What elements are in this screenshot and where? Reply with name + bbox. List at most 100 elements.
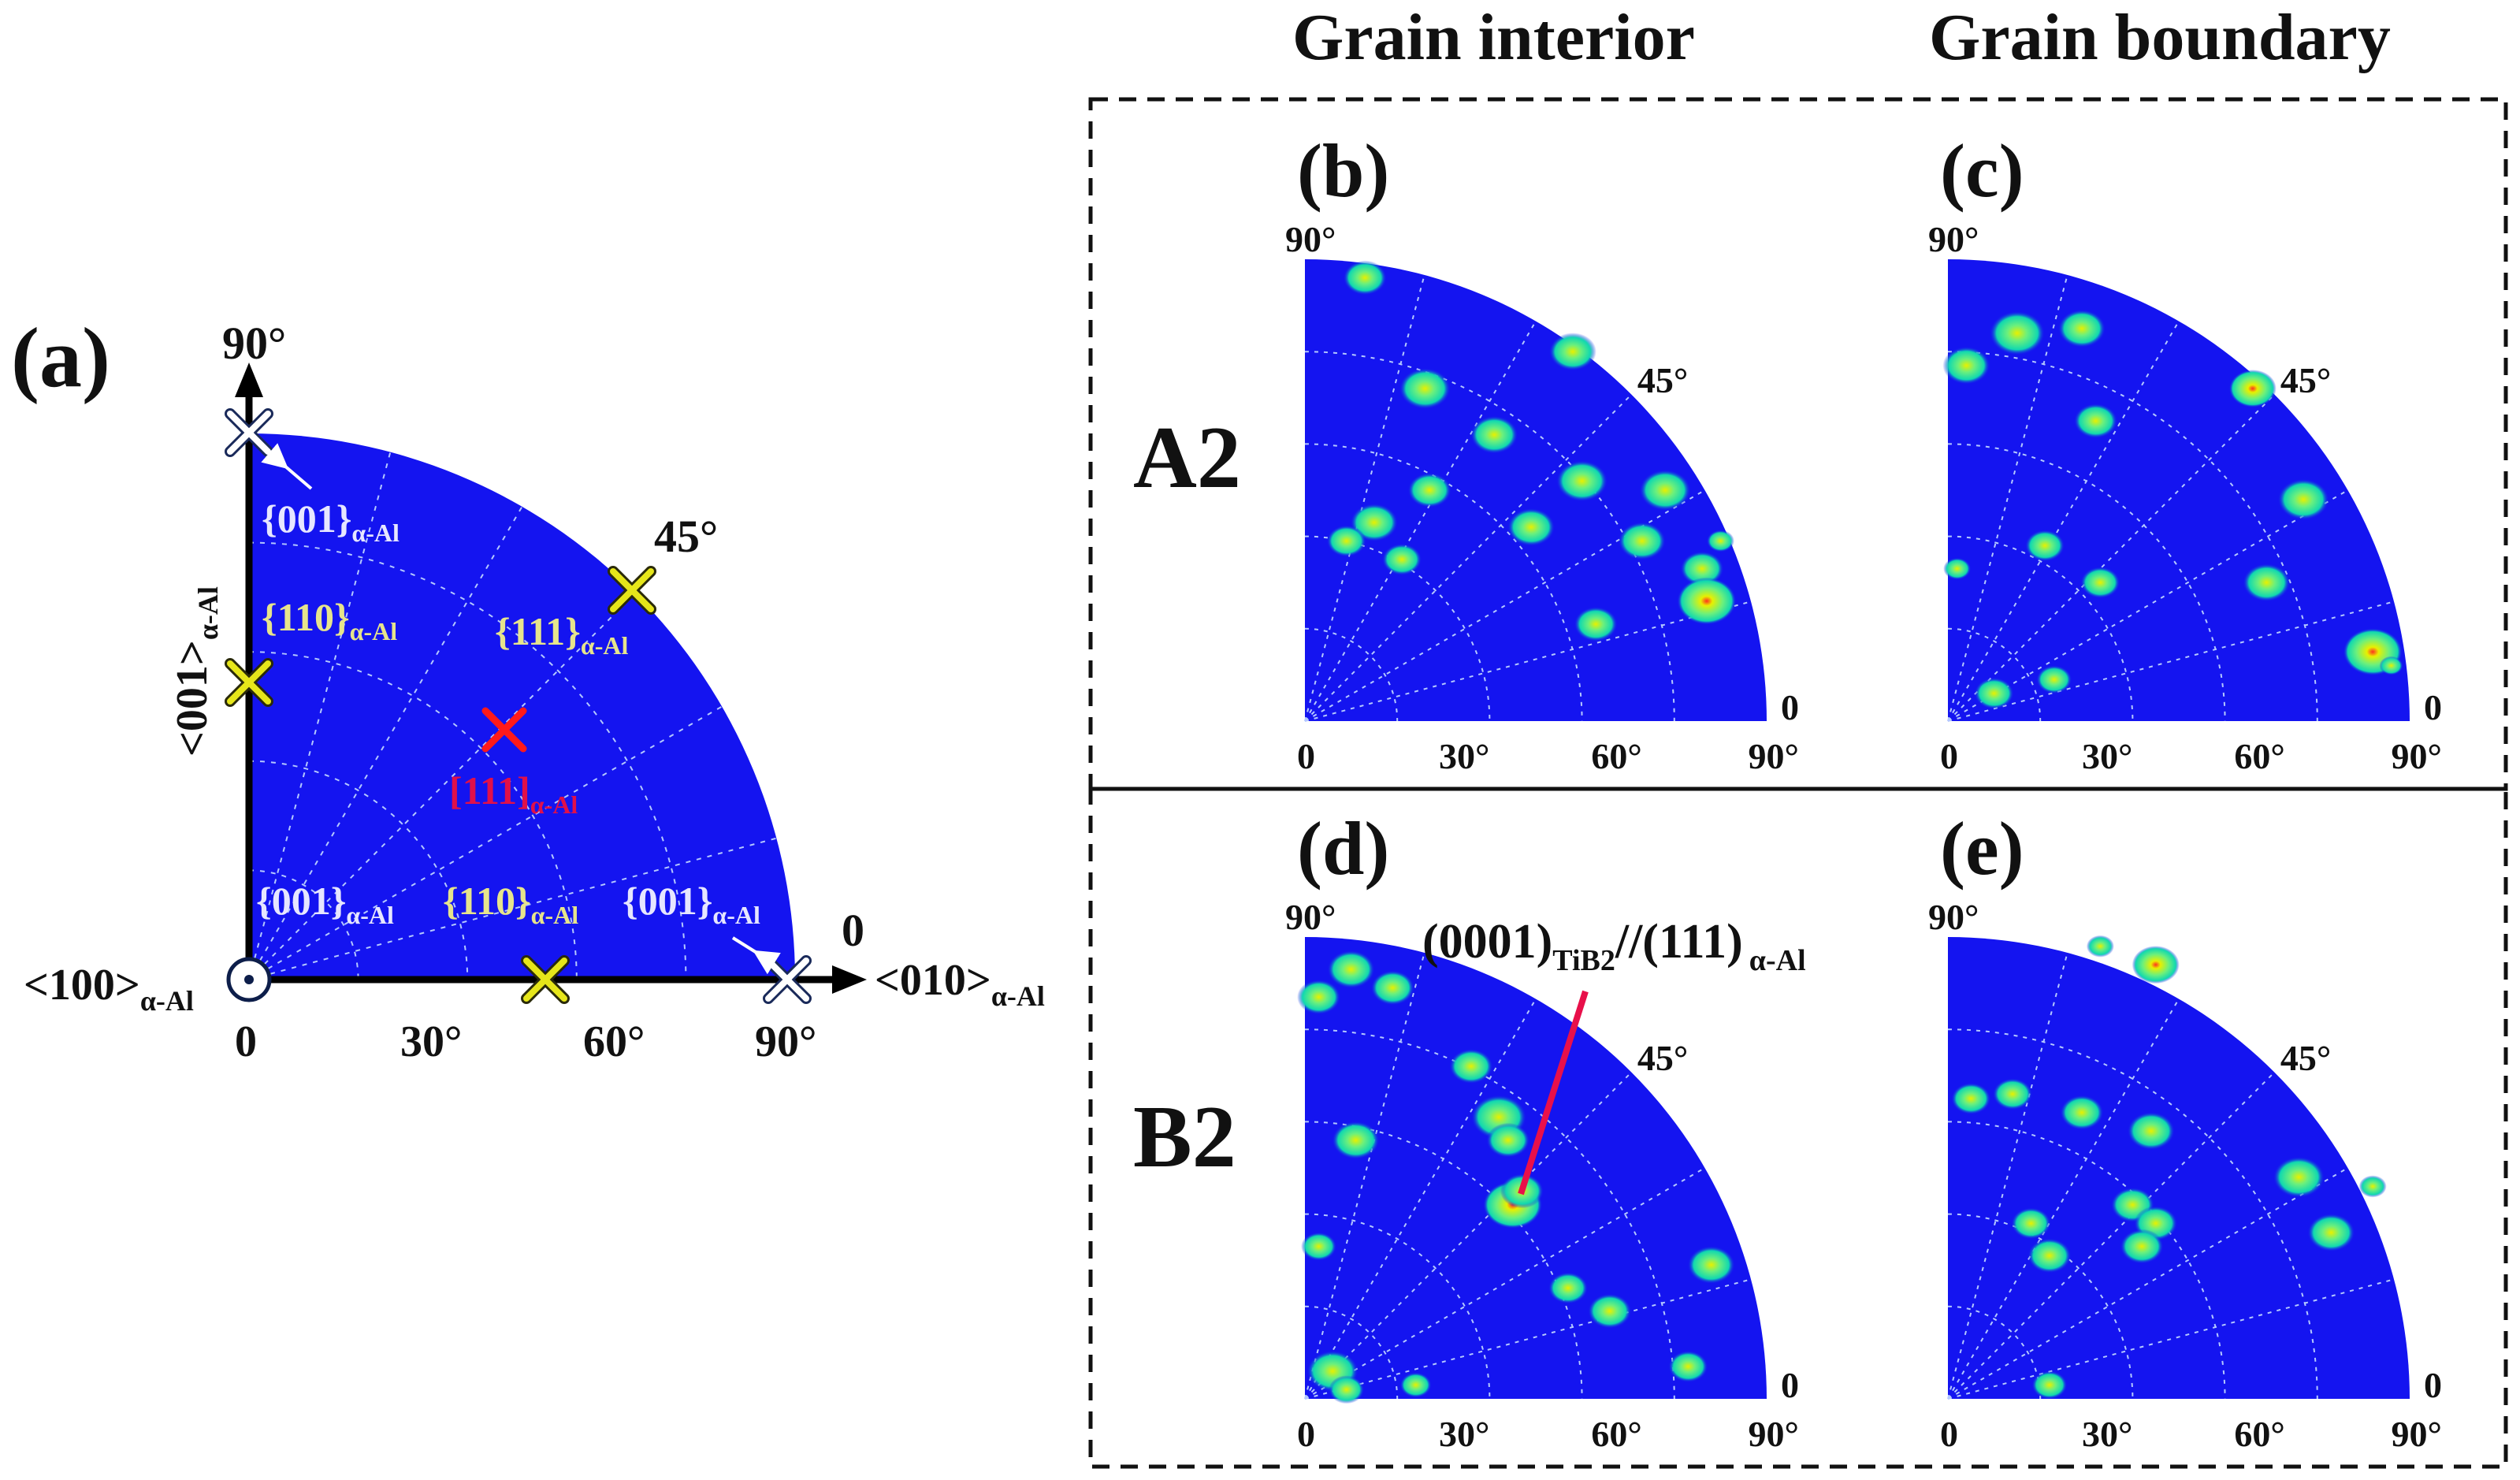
panel-a-top-label: 90° <box>222 318 286 369</box>
subplot-d-spots <box>1297 950 1735 1404</box>
subplot-e-top-label: 90° <box>1928 897 1979 937</box>
panel-a-label: (a) <box>11 311 110 405</box>
pole-label-center-red-main: [111] <box>449 768 530 813</box>
grid-arc-0 <box>248 869 359 980</box>
pole-label-diag-main: {111} <box>495 609 581 653</box>
y-axis-label-sub: α-Al <box>192 586 224 640</box>
grid-arc-3 <box>1947 1028 2318 1400</box>
pole-spot <box>1370 970 1414 1006</box>
frame-b2 <box>1088 786 2508 1469</box>
subplot-c-label: (c) <box>1940 128 2024 213</box>
grid-ray-1 <box>248 705 723 980</box>
panel-a-tick-30: 30° <box>400 1017 462 1066</box>
grid-ray-3 <box>248 506 523 980</box>
pole-spot <box>2074 403 2118 439</box>
subplot-c-tick-2: 60° <box>2234 736 2284 776</box>
grid-arc-1 <box>1304 1213 1491 1400</box>
pole-spot <box>1399 1372 1432 1398</box>
pole-spot <box>1382 543 1422 575</box>
subplot-b-spots <box>1326 260 1737 641</box>
subplot-e-tick-1: 30° <box>2082 1414 2132 1454</box>
subplot-b-right-label: 0 <box>1781 687 1799 727</box>
grid-ray-2 <box>1304 393 1633 722</box>
origin-label-main: <100> <box>24 961 140 1010</box>
pole-label-bottom-right-sub: α-Al <box>712 901 760 929</box>
subplot-b-tick-1: 30° <box>1439 736 1489 776</box>
subplot-b-top-label: 90° <box>1285 219 1336 259</box>
pole-spot <box>1326 525 1366 557</box>
pole-spot <box>2036 665 2072 694</box>
row-label-a2: A2 <box>1133 409 1241 507</box>
svg-text:<001>α-Al: <001>α-Al <box>168 586 224 757</box>
panel-a-tick-60: 60° <box>583 1017 645 1066</box>
y-axis-label-main: <001> <box>168 640 217 757</box>
marker-yellow-bottom-icon <box>521 955 570 1004</box>
subplot-c-tick-1: 30° <box>2082 736 2132 776</box>
pole-label-bottom-left-sub: α-Al <box>346 901 394 929</box>
grid-ray-0 <box>1304 1278 1752 1400</box>
pole-spot <box>1327 950 1375 989</box>
annotation-label: (0001)TiB2//(111) α-Al <box>1422 915 1806 977</box>
pole-label-bottom-right: {001}α-Al <box>623 879 760 929</box>
pole-label-diag: {111}α-Al <box>495 609 629 660</box>
pole-spot <box>2243 563 2291 602</box>
grid-ray-4 <box>1947 952 2068 1400</box>
grid-arc-0 <box>1947 627 2042 722</box>
subplot-c-tick-0: 0 <box>1940 736 1958 776</box>
subplot-e: (e) 90° 45° 0 0 30° 60° 90° <box>1928 806 2442 1454</box>
pole-spot <box>1297 980 1341 1015</box>
grid-ray-0 <box>248 837 777 980</box>
pole-spot <box>1301 1232 1337 1261</box>
subplot-b-label: (b) <box>1297 128 1389 213</box>
pole-label-bottom-left-main: {001} <box>256 879 346 923</box>
grid-ray-3 <box>1304 998 1537 1400</box>
subplot-d-right-label: 0 <box>1781 1365 1799 1405</box>
pole-label-top: {001}α-Al <box>262 496 400 547</box>
panel-a-right-label: 0 <box>842 905 864 956</box>
pole-label-bottom-right-main: {001} <box>623 879 712 923</box>
frame-a2 <box>1088 97 2508 791</box>
pole-label-top-sub: α-Al <box>351 519 400 547</box>
pole-spot <box>1548 1272 1589 1304</box>
grid-ray-2 <box>248 593 636 980</box>
grid-arc-1 <box>1947 1213 2134 1400</box>
pole-spot <box>1687 1246 1735 1285</box>
subplot-d-tick-0: 0 <box>1297 1414 1315 1454</box>
annotation-sub2: α-Al <box>1749 944 1806 977</box>
grid-ray-1 <box>1947 1167 2348 1400</box>
x-axis-label: <010>α-Al <box>875 956 1045 1012</box>
subplot-c-spots <box>1942 309 2403 709</box>
grid-ray-1 <box>1304 489 1705 722</box>
subplot-c-grid <box>1947 274 2395 722</box>
pole-spot <box>1993 1078 2033 1110</box>
subplot-c-tick-3: 90° <box>2392 736 2442 776</box>
y-axis-label: <001>α-Al <box>168 586 224 757</box>
pole-spot <box>2273 1156 2325 1198</box>
panel-a-tick-0: 0 <box>235 1017 257 1066</box>
pole-spot <box>1507 508 1555 546</box>
pole-spot <box>1332 1121 1380 1159</box>
origin-label: <100>α-Al <box>24 961 194 1017</box>
pole-spot <box>1618 522 1666 560</box>
pole-label-bottom-mid-sub: α-Al <box>531 901 579 929</box>
grid-ray-1 <box>1947 489 2348 722</box>
subplot-e-label: (e) <box>1940 806 2024 891</box>
subplot-e-right-label: 0 <box>2424 1365 2442 1405</box>
header-grain-interior: Grain interior <box>1292 1 1695 74</box>
grid-ray-0 <box>1947 1278 2395 1400</box>
pole-spot <box>1677 577 1737 625</box>
pole-spot <box>1574 606 1618 641</box>
annotation-line <box>1518 990 1589 1196</box>
pole-spot <box>2011 1207 2051 1240</box>
grid-ray-0 <box>1947 601 2395 722</box>
pole-spot <box>1470 415 1518 454</box>
origin-dot-center <box>244 975 254 984</box>
grid-arc-0 <box>1304 1305 1399 1400</box>
marker-yellow-left-icon <box>225 658 273 707</box>
x-axis-label-sub: α-Al <box>991 980 1045 1012</box>
pole-spot <box>2277 478 2329 520</box>
pole-label-center-red-sub: α-Al <box>530 790 578 819</box>
pole-spot <box>2031 1370 2068 1400</box>
subplot-d-tick-3: 90° <box>1749 1414 1799 1454</box>
pole-spot <box>2060 1095 2104 1130</box>
